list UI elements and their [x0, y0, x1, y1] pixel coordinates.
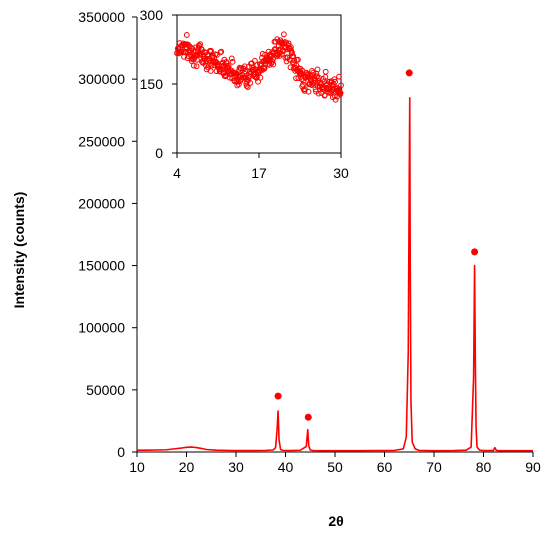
inset-data-point: [289, 49, 295, 56]
inset-data-point: [231, 78, 238, 85]
inset-data-point: [199, 49, 206, 56]
inset-data-point: [251, 57, 258, 64]
inset-data-point: [269, 58, 276, 65]
peak-marker: [471, 248, 479, 256]
y-tick-label: 200000: [78, 195, 125, 211]
y-tick-label: 150000: [78, 258, 125, 274]
inset-data-point: [288, 44, 294, 50]
inset-data-point: [193, 63, 200, 70]
inset-data-point: [303, 70, 310, 76]
inset-data-point: [283, 58, 290, 65]
inset-data-point: [244, 84, 251, 90]
inset-data-point: [336, 89, 343, 95]
y-tick-label: 250000: [78, 133, 125, 149]
peak-marker: [405, 69, 413, 77]
inset-data-point: [204, 51, 211, 58]
inset-data-point: [279, 51, 285, 57]
inset-data-point: [314, 66, 321, 73]
inset-data-point: [337, 90, 344, 96]
y-tick-label: 0: [117, 444, 125, 460]
inset-data-point: [336, 73, 342, 80]
inset-data-point: [315, 90, 322, 97]
x-tick-label: 70: [426, 459, 442, 475]
inset-data-point: [291, 57, 298, 64]
inset-data-point: [261, 64, 268, 71]
y-tick-label: 50000: [86, 382, 125, 398]
xrd-pattern-line: [137, 96, 533, 452]
inset-data-point: [322, 68, 329, 75]
inset-data-point: [208, 47, 214, 54]
peak-marker: [304, 413, 312, 421]
inset-data-point: [198, 46, 205, 53]
inset-data-point: [185, 41, 192, 48]
inset-data-point: [295, 56, 301, 63]
inset-x-tick-label: 30: [333, 165, 349, 181]
y-axis-title: Intensity (counts): [11, 192, 27, 309]
inset-data-point: [207, 48, 214, 55]
x-tick-label: 20: [179, 459, 195, 475]
x-tick-label: 10: [129, 459, 145, 475]
inset-data-point: [228, 55, 235, 62]
inset-data-point: [293, 75, 299, 82]
inset-data-point: [219, 59, 226, 66]
inset-data-point: [218, 48, 225, 55]
inset-x-tick-label: 4: [173, 165, 181, 181]
inset-data-point: [190, 62, 197, 69]
inset-data-point: [270, 61, 277, 68]
inset-data-point: [310, 69, 317, 76]
inset-y-tick-label: 0: [155, 145, 163, 161]
inset-data-point: [235, 81, 242, 88]
y-tick-label: 350000: [78, 9, 125, 25]
inset-data-point: [217, 49, 224, 56]
inset-data-point: [189, 45, 196, 52]
inset-y-tick-label: 150: [140, 76, 164, 92]
inset-data-point: [207, 68, 214, 74]
x-axis-title: 2θ: [328, 513, 343, 529]
inset-y-tick-label: 300: [140, 7, 164, 23]
peak-marker: [274, 392, 282, 400]
inset-data-point: [197, 41, 203, 48]
inset-data-point: [257, 74, 264, 81]
inset-data-point: [229, 58, 236, 65]
y-tick-label: 100000: [78, 320, 125, 336]
x-tick-label: 90: [525, 459, 541, 475]
y-tick-label: 300000: [78, 71, 125, 87]
x-tick-label: 30: [228, 459, 244, 475]
inset-data-point: [332, 78, 339, 85]
inset-data-point: [305, 88, 312, 95]
inset-data-point: [332, 96, 339, 103]
inset-data-point: [338, 82, 344, 89]
inset-x-tick-label: 17: [251, 165, 267, 181]
inset-data-point: [280, 31, 287, 38]
x-tick-label: 80: [476, 459, 492, 475]
x-tick-label: 40: [278, 459, 294, 475]
inset-data-point: [331, 76, 338, 83]
inset-data-point: [247, 79, 254, 86]
x-tick-label: 60: [377, 459, 393, 475]
x-tick-label: 50: [327, 459, 343, 475]
inset-data-point: [183, 32, 190, 38]
